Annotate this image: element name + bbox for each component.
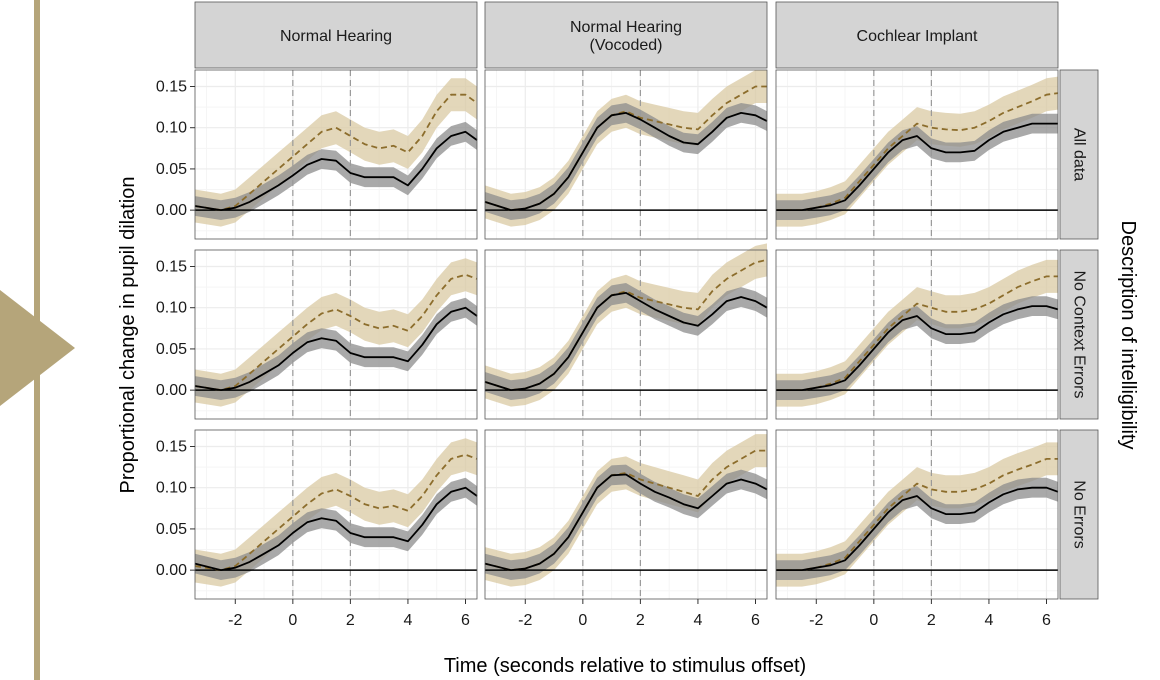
row-strip-bg xyxy=(1059,69,1099,240)
unintelligible-line xyxy=(776,122,1058,212)
facet-panel: -2 0 2 4 6 xyxy=(484,429,768,629)
y-tick-label: 0.05 xyxy=(156,341,187,358)
column-strip-label: Normal Hearing xyxy=(570,19,682,36)
unintelligible-line xyxy=(194,486,478,571)
panel-border xyxy=(194,69,478,240)
unintelligible-band xyxy=(776,296,1058,400)
row-strip: No Errors xyxy=(1059,429,1099,600)
intelligible-line xyxy=(484,85,767,212)
x-tick-label: 0 xyxy=(869,612,878,629)
column-strip-bg xyxy=(775,1,1059,69)
x-tick-label: -2 xyxy=(809,612,823,629)
intelligible-line xyxy=(776,92,1059,212)
x-tick-label: -2 xyxy=(518,612,532,629)
row-strip-bg xyxy=(1059,429,1099,600)
x-tick-label: 2 xyxy=(927,612,936,629)
intelligible-line xyxy=(776,457,1058,571)
y-tick-label: 0.10 xyxy=(156,120,187,137)
row-strip: No Context Errors xyxy=(1059,249,1099,420)
x-tick-label: 2 xyxy=(636,612,645,629)
y-tick-label: 0.15 xyxy=(156,258,187,275)
panel-border xyxy=(484,429,768,600)
x-tick-label: -2 xyxy=(228,612,242,629)
x-tick-label: 2 xyxy=(346,612,355,629)
x-tick-label: 4 xyxy=(693,612,702,629)
unintelligible-line xyxy=(484,291,768,392)
panel-border xyxy=(775,249,1059,420)
facet-panel xyxy=(484,243,768,420)
row-strip-label: All data xyxy=(1071,128,1088,181)
column-strip: Normal Hearing(Vocoded) xyxy=(484,1,768,69)
unintelligible-line xyxy=(194,306,478,392)
row-strip-label: No Context Errors xyxy=(1071,270,1088,398)
intelligible-line xyxy=(194,93,478,212)
column-strip-bg xyxy=(194,1,478,69)
facet-panel: 0.00 0.05 0.10 0.15 xyxy=(156,69,478,240)
unintelligible-line xyxy=(484,473,768,571)
column-strip-label: Normal Hearing xyxy=(280,28,392,45)
row-strip-label: No Errors xyxy=(1071,480,1088,548)
facet-panel xyxy=(775,249,1059,420)
y-tick-label: 0.00 xyxy=(156,382,187,399)
x-tick-label: 0 xyxy=(288,612,297,629)
column-strip: Cochlear Implant xyxy=(775,1,1059,69)
column-strip-label: (Vocoded) xyxy=(590,37,663,54)
facet-panel xyxy=(484,69,768,240)
panel-border xyxy=(484,69,768,240)
intelligible-line xyxy=(776,275,1058,392)
unintelligible-line xyxy=(194,130,478,212)
x-tick-label: 6 xyxy=(461,612,470,629)
column-strip-bg xyxy=(484,1,768,69)
facet-panel: -2 0 2 4 6 xyxy=(775,429,1059,629)
unintelligible-line xyxy=(484,112,768,212)
x-axis-title: Time (seconds relative to stimulus offse… xyxy=(444,655,806,677)
intelligible-line xyxy=(484,449,767,571)
panel-border xyxy=(775,429,1059,600)
column-strip: Normal Hearing xyxy=(194,1,478,69)
y-tick-label: 0.00 xyxy=(156,562,187,579)
intelligible-line xyxy=(194,273,478,392)
panel-border xyxy=(775,69,1059,240)
column-strip-label: Cochlear Implant xyxy=(857,28,979,45)
x-tick-label: 4 xyxy=(403,612,412,629)
intelligible-line xyxy=(484,259,768,392)
y-tick-label: 0.15 xyxy=(156,78,187,95)
unintelligible-line xyxy=(776,305,1059,392)
play-triangle-icon xyxy=(0,290,75,406)
facet-panel: 0.00 0.05 0.10 0.15 xyxy=(156,249,478,420)
y-tick-label: 0.10 xyxy=(156,480,187,497)
unintelligible-band xyxy=(195,297,477,400)
x-tick-label: 6 xyxy=(751,612,760,629)
y-tick-label: 0.05 xyxy=(156,161,187,178)
panel-border xyxy=(194,249,478,420)
facet-panel xyxy=(775,69,1059,240)
y-axis-title: Proportional change in pupil dilation xyxy=(117,177,139,494)
facet-panel: 0.00 0.05 0.10 0.15 -2 0 2 4 6 xyxy=(156,429,478,629)
intelligible-line xyxy=(194,453,478,571)
unintelligible-band xyxy=(195,121,477,220)
y-tick-label: 0.15 xyxy=(156,438,187,455)
row-strip: All data xyxy=(1059,69,1099,240)
y-tick-label: 0.00 xyxy=(156,202,187,219)
y-tick-label: 0.05 xyxy=(156,521,187,538)
y-tick-label: 0.10 xyxy=(156,300,187,317)
unintelligible-band xyxy=(195,477,477,580)
panel-border xyxy=(194,429,478,600)
right-axis-title: Description of intelligibility xyxy=(1117,221,1139,450)
x-tick-label: 4 xyxy=(984,612,993,629)
panel-border xyxy=(484,249,768,420)
unintelligible-line xyxy=(776,486,1059,571)
x-tick-label: 0 xyxy=(578,612,587,629)
row-strip-bg xyxy=(1059,249,1099,420)
x-tick-label: 6 xyxy=(1042,612,1051,629)
